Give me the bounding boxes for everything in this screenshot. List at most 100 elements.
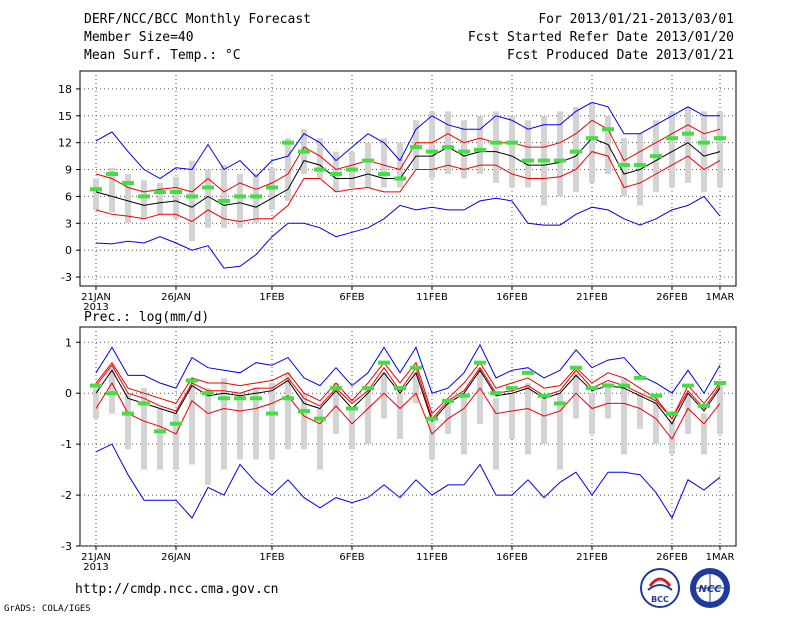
temp-observed-marker (650, 154, 662, 159)
source-url[interactable]: http://cmdp.ncc.cma.gov.cn (75, 582, 279, 597)
prec-observed-marker (666, 411, 678, 416)
prec-observed-marker (362, 386, 374, 391)
temp-spread-box (573, 106, 579, 192)
temp-spread-box (221, 165, 227, 228)
temp-observed-marker (666, 136, 678, 141)
forecast-started-date: Fcst Started Refer Date 2013/01/20 (467, 30, 734, 45)
grads-credit: GrADS: COLA/IGES (4, 604, 91, 614)
temp-ytick-label: 0 (65, 244, 72, 257)
prec-observed-marker (186, 378, 198, 383)
prec-spread-box (173, 413, 179, 470)
prec-xtick-label: 21JAN (81, 552, 111, 563)
temp-xtick-label: 21FEB (576, 292, 608, 303)
temp-upper-line (95, 119, 721, 193)
temp-observed-marker (218, 198, 230, 203)
temp-spread-box (621, 138, 627, 197)
prec-spread-box (397, 393, 403, 440)
prec-observed-marker (618, 383, 630, 388)
temp-year-label: 2013 (83, 302, 108, 313)
prec-observed-marker (410, 365, 422, 370)
temp-observed-marker (298, 149, 310, 154)
temp-max-line (95, 101, 720, 180)
prec-spread-box (365, 388, 371, 445)
prec-observed-marker (634, 375, 646, 380)
temp-spread-box (317, 138, 323, 179)
prec-spread-box (125, 393, 131, 450)
prec-spread-box (509, 393, 515, 440)
prec-spread-box (381, 372, 387, 419)
prec-observed-marker (378, 360, 390, 365)
prec-spread-box (205, 388, 211, 485)
prec-observed-marker (602, 383, 614, 388)
ncc-logo-text: NCC (698, 584, 722, 595)
temp-observed-marker (474, 147, 486, 152)
temp-spread-box (253, 174, 259, 224)
prec-observed-marker (202, 391, 214, 396)
temp-spread-box (93, 178, 99, 210)
prec-spread-box (621, 377, 627, 455)
prec-ytick-label: 1 (65, 336, 72, 349)
forecast-produced-date: Fcst Produced Date 2013/01/21 (507, 48, 734, 63)
prec-observed-marker (682, 383, 694, 388)
prec-observed-marker (586, 386, 598, 391)
logos: BCC NCC (640, 568, 730, 608)
temp-lower-line (95, 151, 721, 223)
temp-observed-marker (490, 140, 502, 145)
prec-observed-marker (506, 386, 518, 391)
temp-xtick-label: 1FEB (259, 292, 284, 303)
temp-xtick-label: 11FEB (416, 292, 448, 303)
prec-spread-box (221, 377, 227, 470)
prec-observed-marker (394, 386, 406, 391)
temp-spread-box (413, 120, 419, 170)
temp-observed-marker (202, 185, 214, 190)
prec-observed-marker (570, 365, 582, 370)
temp-xtick-label: 1MAR (706, 292, 735, 303)
prec-spread-box (573, 372, 579, 419)
prec-spread-box (461, 393, 467, 455)
temp-observed-marker (122, 180, 134, 185)
bcc-logo-text: BCC (651, 595, 669, 604)
temp-observed-marker (154, 189, 166, 194)
prec-observed-marker (426, 416, 438, 421)
prec-spread-box (541, 398, 547, 445)
temp-spread-box (557, 111, 563, 197)
temp-spread-box (525, 120, 531, 188)
temp-spread-box (141, 180, 147, 219)
prec-secondary-line (95, 364, 721, 420)
prec-spread-box (525, 383, 531, 455)
prec-observed-marker (298, 409, 310, 414)
temp-observed-marker (682, 131, 694, 136)
prec-xtick-label: 11FEB (416, 552, 448, 563)
temp-observed-marker (394, 176, 406, 181)
temp-observed-marker (618, 163, 630, 168)
prec-xtick-label: 16FEB (496, 552, 528, 563)
prec-observed-marker (314, 416, 326, 421)
temp-spread-box (397, 142, 403, 188)
prec-spread-box (493, 398, 499, 470)
temp-xtick-label: 26JAN (161, 292, 191, 303)
temp-observed-marker (362, 158, 374, 163)
prec-spread-box (301, 393, 307, 450)
prec-spread-box (685, 393, 691, 434)
prec-spread-box (285, 372, 291, 450)
prec-panel: -3 -2 -1 0 1 21JAN 26JAN 1FEB 6FEB 11FEB 16FEB 21FE… (61, 326, 737, 573)
prec-spread-box (269, 383, 275, 460)
prec-spread-box (429, 418, 435, 460)
bcc-logo: BCC (640, 568, 680, 608)
prec-observed-marker (346, 406, 358, 411)
temp-ytick-label: 18 (58, 83, 72, 96)
temp-observed-marker (234, 194, 246, 199)
temp-spread-box (429, 111, 435, 179)
prec-observed-marker (266, 411, 278, 416)
temp-observed-marker (106, 172, 118, 177)
temp-spread-box (701, 111, 707, 192)
prec-observed-marker (138, 401, 150, 406)
temp-observed-marker (266, 185, 278, 190)
temp-observed-marker (570, 149, 582, 154)
temp-xtick-label: 26FEB (656, 292, 688, 303)
temp-spread-box (125, 174, 131, 224)
temp-observed-marker (538, 158, 550, 163)
prec-spread-box (189, 377, 195, 465)
temp-ytick-label: 3 (65, 217, 72, 230)
